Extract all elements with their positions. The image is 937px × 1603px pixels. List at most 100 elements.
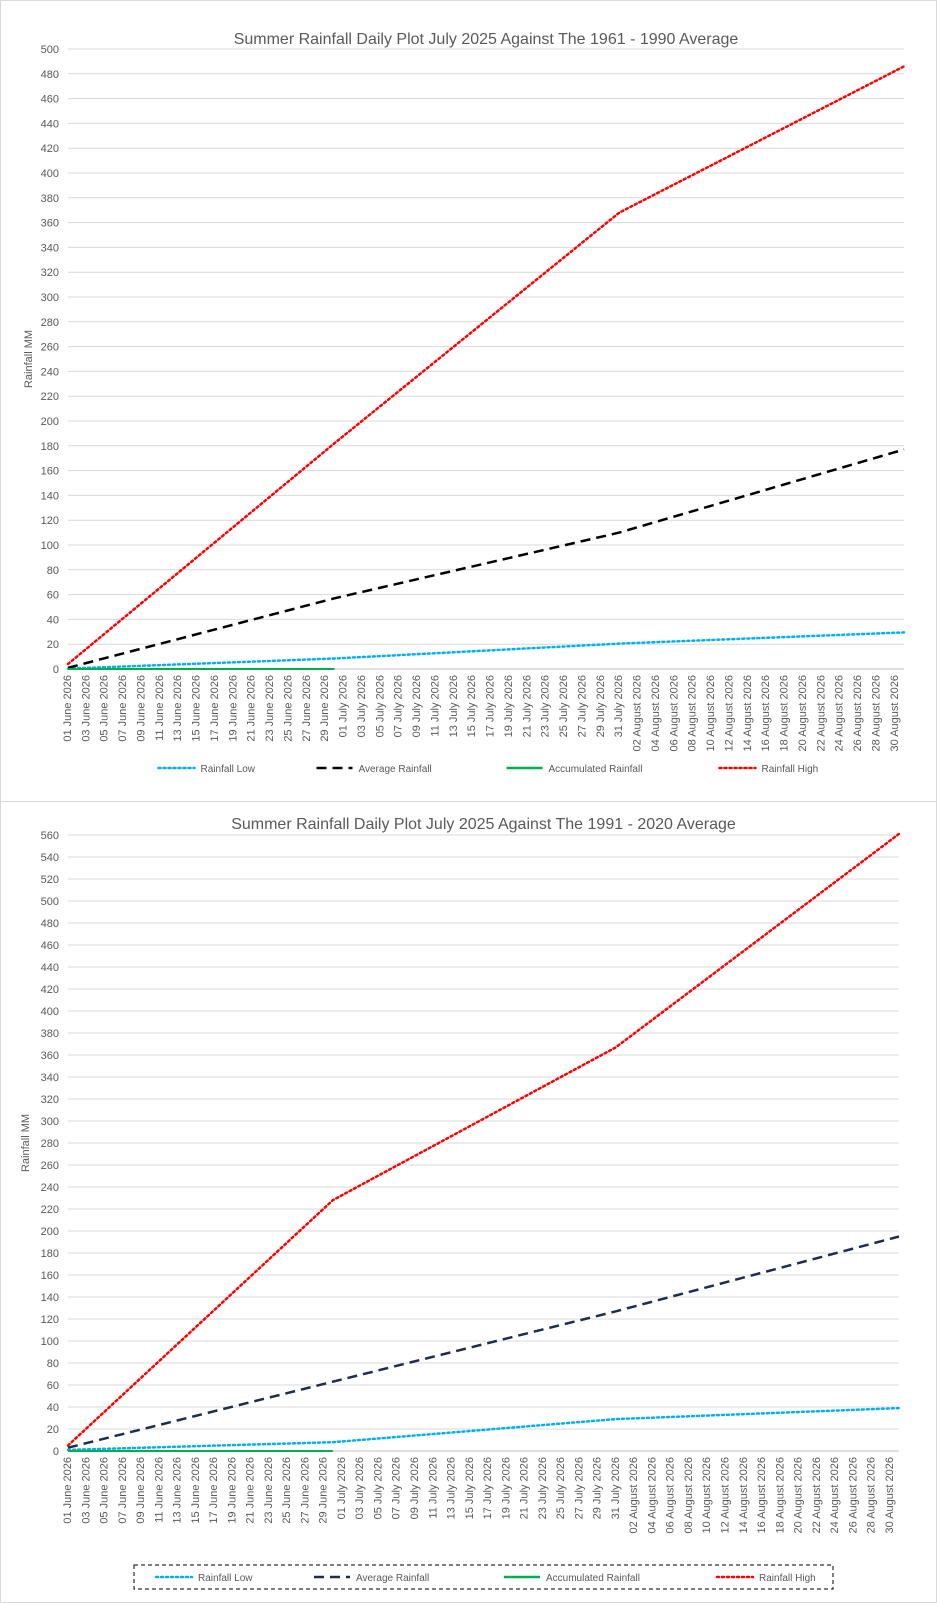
x-tick-label: 13 June 2026 xyxy=(172,675,184,742)
x-tick-label: 17 July 2026 xyxy=(485,675,497,737)
x-tick-label: 21 July 2026 xyxy=(519,1457,531,1519)
x-tick-label: 02 August 2026 xyxy=(628,1457,640,1533)
x-tick-label: 15 June 2026 xyxy=(190,1457,202,1524)
x-tick-label: 11 June 2026 xyxy=(153,1457,165,1523)
y-tick-label: 400 xyxy=(41,168,59,180)
y-axis: 0 20 40 60 80 100 120 140 160 180 200 220 240 260 280 3… xyxy=(41,44,59,676)
y-tick-label: 60 xyxy=(47,590,59,602)
x-tick-label: 23 July 2026 xyxy=(540,675,552,737)
x-tick-label: 27 July 2026 xyxy=(573,1457,585,1519)
y-tick-label: 380 xyxy=(41,1028,59,1040)
x-tick-label: 30 August 2026 xyxy=(884,1457,896,1533)
y-tick-label: 160 xyxy=(41,1270,59,1282)
x-tick-label: 04 August 2026 xyxy=(646,1457,658,1533)
chart-title: Summer Rainfall Daily Plot July 2025 Aga… xyxy=(231,816,736,833)
x-tick-label: 16 August 2026 xyxy=(760,675,772,751)
x-tick-label: 09 July 2026 xyxy=(411,675,423,737)
legend-label: Average Rainfall xyxy=(359,764,432,775)
legend: Rainfall Low Average Rainfall Accumulated … xyxy=(133,1564,834,1590)
x-tick-label: 21 June 2026 xyxy=(245,1457,257,1524)
x-tick-label: 21 July 2026 xyxy=(521,675,533,737)
x-tick-label: 11 July 2026 xyxy=(427,1457,439,1519)
x-tick-label: 01 June 2026 xyxy=(62,1457,74,1524)
series-line-rainfall-low xyxy=(66,1406,901,1452)
x-tick-label: 30 August 2026 xyxy=(889,675,901,751)
x-tick-label: 28 August 2026 xyxy=(866,1457,878,1533)
y-tick-label: 120 xyxy=(41,1314,59,1326)
x-tick-label: 25 June 2026 xyxy=(282,675,294,742)
legend-label: Rainfall High xyxy=(762,764,819,775)
y-tick-label: 280 xyxy=(41,317,59,329)
series-line-rainfall-high xyxy=(66,832,901,1447)
x-tick-label: 27 June 2026 xyxy=(299,1457,311,1524)
y-tick-label: 440 xyxy=(41,118,59,130)
y-tick-label: 540 xyxy=(41,852,59,864)
y-tick-label: 360 xyxy=(41,218,59,230)
x-tick-label: 23 July 2026 xyxy=(537,1457,549,1519)
x-tick-label: 17 June 2026 xyxy=(208,1457,220,1524)
y-tick-label: 560 xyxy=(41,830,59,842)
y-tick-label: 260 xyxy=(41,1160,59,1172)
x-tick-label: 15 June 2026 xyxy=(191,675,203,742)
y-tick-label: 40 xyxy=(47,614,59,626)
x-tick-label: 20 August 2026 xyxy=(797,675,809,751)
series-line-rainfall-low xyxy=(66,631,906,670)
legend-border xyxy=(133,1564,834,1590)
y-tick-label: 500 xyxy=(41,44,59,56)
y-tick-label: 100 xyxy=(41,540,59,552)
x-tick-label: 05 June 2026 xyxy=(99,675,111,742)
x-tick-label: 07 June 2026 xyxy=(117,675,129,742)
x-tick-label: 24 August 2026 xyxy=(834,675,846,751)
x-tick-label: 09 June 2026 xyxy=(135,1457,147,1524)
y-tick-label: 200 xyxy=(41,416,59,428)
y-tick-label: 160 xyxy=(41,466,59,478)
x-tick-label: 14 August 2026 xyxy=(742,675,754,751)
y-tick-label: 240 xyxy=(41,1182,59,1194)
x-tick-label: 07 June 2026 xyxy=(117,1457,129,1524)
x-tick-label: 24 August 2026 xyxy=(829,1457,841,1533)
y-tick-label: 500 xyxy=(41,896,59,908)
y-tick-label: 460 xyxy=(41,94,59,106)
x-tick-label: 19 June 2026 xyxy=(227,675,239,742)
x-tick-label: 03 July 2026 xyxy=(356,675,368,737)
x-tick-label: 10 August 2026 xyxy=(701,1457,713,1533)
y-tick-label: 300 xyxy=(41,1116,59,1128)
chart-panel-1991-2020: Summer Rainfall Daily Plot July 2025 Aga… xyxy=(0,801,937,1603)
x-tick-label: 26 August 2026 xyxy=(852,675,864,751)
y-tick-label: 140 xyxy=(41,1292,59,1304)
chart-panel-1961-1990: Summer Rainfall Daily Plot July 2025 Aga… xyxy=(0,0,937,802)
x-tick-label: 27 June 2026 xyxy=(301,675,313,742)
x-tick-label: 13 July 2026 xyxy=(448,675,460,737)
y-tick-label: 340 xyxy=(41,1072,59,1084)
x-tick-label: 29 July 2026 xyxy=(592,1457,604,1519)
x-tick-label: 08 August 2026 xyxy=(683,1457,695,1533)
y-tick-label: 40 xyxy=(47,1402,59,1414)
y-tick-label: 180 xyxy=(41,1248,59,1260)
y-gridlines xyxy=(68,834,899,1452)
x-tick-label: 23 June 2026 xyxy=(264,675,276,742)
x-tick-label: 03 June 2026 xyxy=(80,1457,92,1524)
x-tick-label: 15 July 2026 xyxy=(464,1457,476,1519)
legend-label: Average Rainfall xyxy=(356,1573,429,1584)
x-tick-label: 19 July 2026 xyxy=(503,675,515,737)
y-tick-label: 60 xyxy=(47,1380,59,1392)
y-tick-label: 180 xyxy=(41,441,59,453)
y-tick-label: 440 xyxy=(41,962,59,974)
legend-label: Accumulated Rainfall xyxy=(549,764,643,775)
x-tick-label: 17 July 2026 xyxy=(482,1457,494,1519)
x-tick-label: 02 August 2026 xyxy=(632,675,644,751)
y-tick-label: 480 xyxy=(41,918,59,930)
y-tick-label: 20 xyxy=(47,639,59,651)
legend-label: Rainfall Low xyxy=(198,1573,253,1584)
x-tick-label: 08 August 2026 xyxy=(687,675,699,751)
x-tick-label: 03 July 2026 xyxy=(354,1457,366,1519)
x-tick-label: 25 June 2026 xyxy=(281,1457,293,1524)
x-tick-label: 03 June 2026 xyxy=(80,675,92,742)
series-group xyxy=(66,832,901,1452)
x-tick-label: 11 July 2026 xyxy=(429,675,441,737)
legend: Rainfall Low Average Rainfall Accumulated … xyxy=(157,764,819,775)
rainfall-chart-1961-1990: Summer Rainfall Daily Plot July 2025 Aga… xyxy=(23,31,906,775)
x-tick-label: 22 August 2026 xyxy=(815,675,827,751)
rainfall-chart-1991-2020: Summer Rainfall Daily Plot July 2025 Aga… xyxy=(20,816,901,1590)
y-tick-label: 380 xyxy=(41,193,59,205)
